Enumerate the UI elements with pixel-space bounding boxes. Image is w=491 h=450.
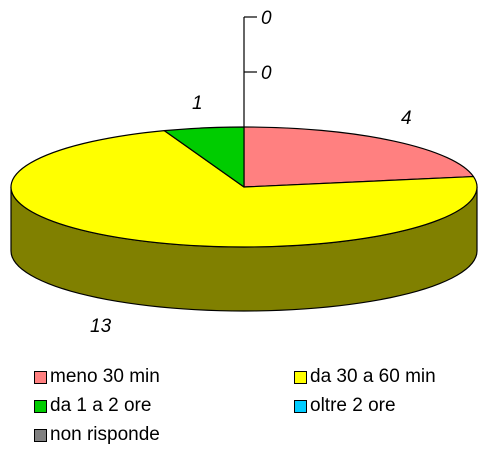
data-label-non-risponde: 0 <box>261 8 272 29</box>
pie-slice-meno-30-min <box>243 126 475 188</box>
pie-slice-da-1-a-2-ore <box>163 126 245 188</box>
data-label-da-1-a-2-ore: 1 <box>192 93 203 114</box>
leader-lines <box>243 16 257 127</box>
pie-top-layer <box>10 126 478 248</box>
pie-slice-da-30-a-60-min <box>10 130 478 248</box>
data-label-meno-30-min: 4 <box>401 108 412 129</box>
data-label-oltre-2-ore: 0 <box>261 63 272 84</box>
data-label-da-30-a-60-min: 13 <box>90 316 112 337</box>
